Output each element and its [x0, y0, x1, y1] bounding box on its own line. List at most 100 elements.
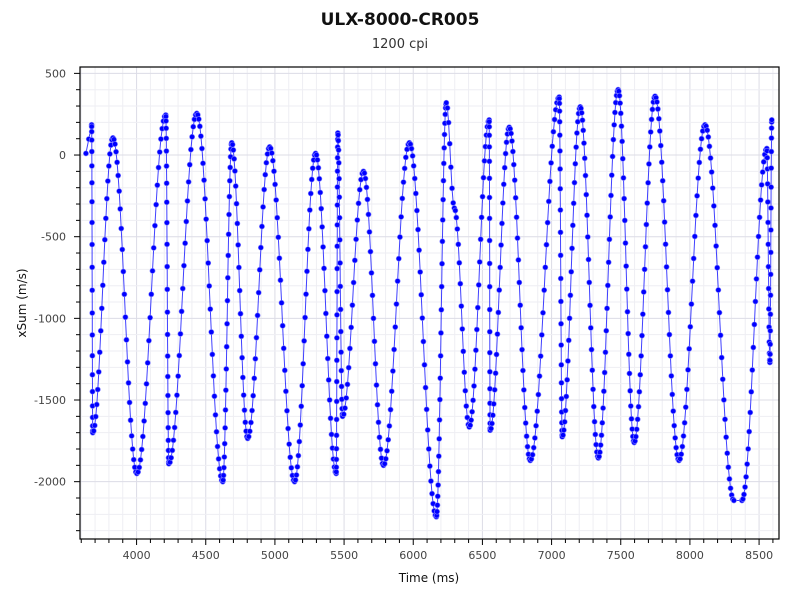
data-point: [434, 508, 440, 515]
data-point: [328, 431, 335, 438]
data-point: [238, 333, 245, 340]
data-point: [354, 217, 361, 223]
data-point: [697, 146, 704, 153]
data-point: [668, 373, 675, 379]
data-point: [446, 140, 453, 147]
data-point: [625, 351, 632, 358]
data-point: [348, 324, 355, 331]
data-point: [83, 150, 89, 157]
data-point: [376, 434, 383, 441]
data-point: [92, 413, 99, 420]
data-point: [94, 386, 101, 393]
data-point: [322, 310, 329, 317]
data-point: [731, 497, 737, 504]
data-point: [764, 199, 771, 205]
data-point: [163, 118, 169, 124]
data-point: [334, 222, 341, 228]
data-point: [292, 477, 299, 483]
data-point: [163, 125, 170, 132]
data-point: [164, 309, 171, 316]
data-point: [491, 386, 498, 393]
data-point: [543, 241, 550, 248]
data-point: [611, 121, 618, 128]
data-point: [333, 378, 340, 385]
data-point: [364, 196, 371, 203]
data-point: [513, 214, 520, 221]
data-point: [315, 164, 322, 171]
data-point: [231, 155, 238, 162]
data-point: [486, 368, 493, 375]
data-point: [530, 444, 537, 451]
data-point: [691, 233, 698, 240]
data-point: [712, 222, 718, 229]
data-point: [434, 502, 441, 509]
data-point: [767, 341, 774, 348]
data-point: [318, 205, 325, 212]
data-point: [235, 242, 242, 248]
data-point: [410, 163, 417, 169]
data-point: [587, 302, 593, 309]
data-point: [574, 118, 581, 125]
data-point: [321, 265, 327, 272]
data-point: [136, 464, 143, 471]
data-point: [278, 299, 285, 306]
data-point: [514, 235, 521, 241]
x-tick-label: 7500: [607, 549, 635, 562]
data-point: [334, 311, 340, 318]
data-point: [334, 154, 341, 161]
data-point: [438, 306, 445, 313]
data-point: [590, 386, 596, 393]
data-point: [271, 168, 277, 175]
data-point: [512, 194, 519, 201]
data-point: [436, 435, 443, 442]
data-point: [747, 409, 754, 416]
data-point: [723, 434, 730, 441]
data-point: [223, 343, 230, 350]
data-point: [294, 463, 301, 470]
data-point: [556, 132, 563, 139]
data-point: [222, 424, 229, 431]
data-point: [458, 303, 465, 309]
data-point: [490, 401, 497, 407]
data-point: [324, 355, 331, 362]
data-point: [604, 305, 610, 312]
data-point: [569, 245, 575, 252]
data-point: [233, 200, 240, 207]
data-point: [412, 190, 419, 197]
data-point: [686, 345, 693, 352]
data-point: [598, 432, 605, 439]
data-point: [186, 161, 193, 168]
data-point: [624, 308, 631, 315]
chart-title: ULX-8000-CR005: [320, 10, 480, 30]
data-point: [635, 403, 642, 410]
data-point: [678, 451, 685, 458]
data-point: [248, 419, 254, 426]
data-point: [146, 337, 152, 344]
data-point: [418, 291, 425, 298]
data-point: [88, 163, 95, 169]
data-point: [487, 385, 493, 392]
data-point: [274, 214, 281, 221]
data-point: [768, 148, 775, 155]
data-point: [440, 160, 447, 167]
data-point: [557, 207, 564, 213]
data-point: [305, 225, 312, 232]
x-axis-label: Time (ms): [398, 571, 460, 585]
data-point: [633, 426, 640, 433]
data-point: [462, 387, 469, 394]
data-point: [232, 168, 238, 174]
data-point: [207, 306, 214, 312]
y-tick-label: -500: [41, 231, 66, 244]
data-point: [215, 455, 222, 462]
data-point: [636, 388, 643, 395]
data-point: [177, 330, 184, 337]
data-point: [351, 257, 358, 264]
data-point: [609, 153, 616, 160]
data-point: [486, 143, 493, 150]
data-point: [174, 392, 180, 399]
data-point: [467, 422, 474, 429]
data-point: [768, 117, 775, 123]
data-point: [234, 220, 241, 227]
data-point: [642, 243, 649, 250]
data-point: [335, 137, 342, 144]
